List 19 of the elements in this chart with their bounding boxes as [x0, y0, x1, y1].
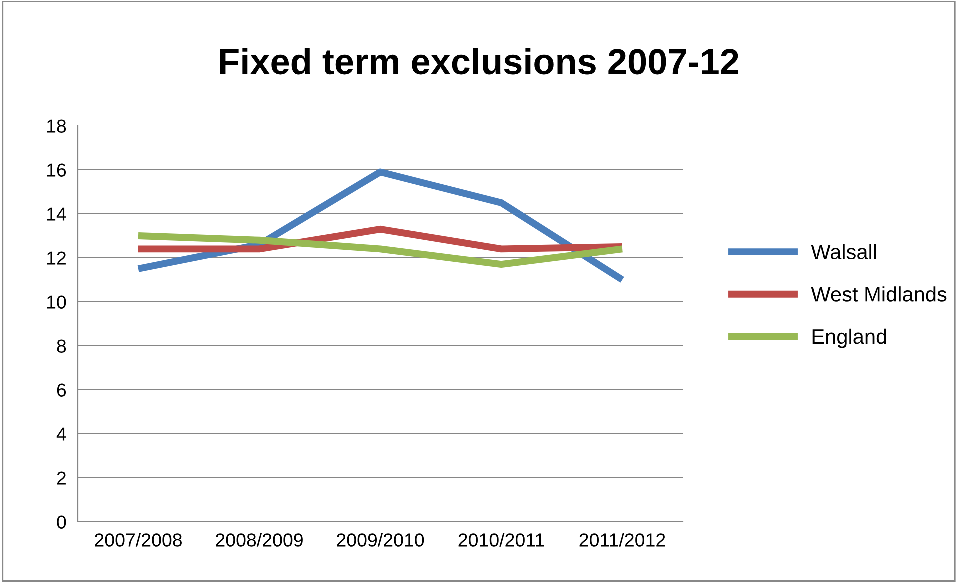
y-tick-label: 0: [57, 516, 66, 529]
x-tick-label: 2007/2008: [95, 533, 182, 547]
x-tick-label: 2008/2009: [216, 533, 303, 547]
y-tick-label: 4: [56, 428, 66, 441]
y-tick-label: 8: [57, 340, 66, 353]
y-tick-label: 14: [47, 208, 66, 221]
x-tick-label: 2011/2012: [580, 533, 666, 547]
x-tick-label: 2009/2010: [337, 533, 424, 547]
x-tick-label: 2010/2011: [458, 533, 544, 547]
legend-label: England: [812, 328, 886, 348]
y-tick-label: 12: [47, 252, 66, 265]
legend-label: Walsall: [811, 244, 876, 260]
y-tick-label: 18: [47, 120, 66, 133]
chart-title: Fixed term exclusions 2007-12: [220, 48, 739, 75]
legend-label: West Midlands: [811, 286, 947, 302]
y-tick-label: 16: [47, 164, 66, 177]
y-tick-label: 6: [57, 384, 66, 397]
y-tick-label: 10: [47, 296, 66, 309]
y-tick-label: 2: [57, 472, 66, 485]
